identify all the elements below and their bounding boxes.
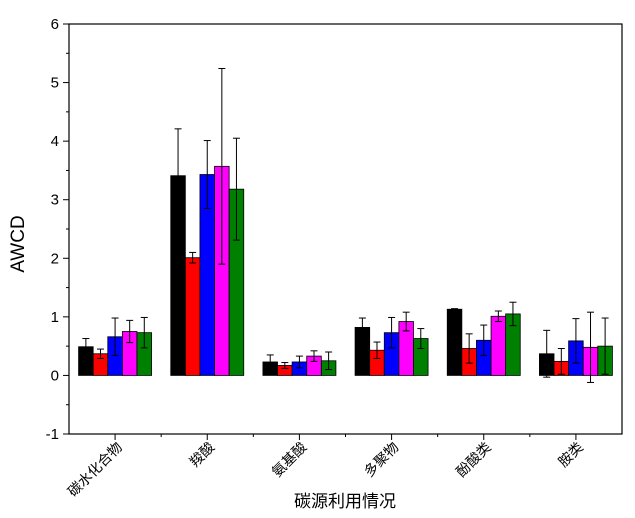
x-axis: 碳水化合物 羧酸 氨基酸 多聚物 酚酸类 胺类 <box>65 434 587 500</box>
y-tick-label: 2 <box>51 250 59 267</box>
y-tick-label: 0 <box>51 367 59 384</box>
x-category-label: 羧酸 <box>187 440 218 471</box>
bars-layer <box>78 165 613 376</box>
y-tick-label: 6 <box>51 16 59 33</box>
error-bars-layer <box>82 68 609 383</box>
y-tick-label: 1 <box>51 309 59 326</box>
x-category-label: 氨基酸 <box>269 439 311 481</box>
y-tick-label: 5 <box>51 75 59 92</box>
x-axis-title: 碳源利用情况 <box>294 492 396 512</box>
y-tick-label: 3 <box>51 192 59 209</box>
x-category-label: 酚酸类 <box>454 440 495 481</box>
y-tick-label: -1 <box>46 426 59 443</box>
bar <box>446 308 463 376</box>
y-axis: -1 0 1 2 3 4 5 6 <box>46 16 69 443</box>
x-category-label: 多聚物 <box>361 439 403 481</box>
bar <box>490 315 507 376</box>
x-category-label: 碳水化合物 <box>65 440 126 501</box>
bar <box>184 257 201 376</box>
y-axis-title: AWCD <box>8 215 29 272</box>
x-category-label: 胺类 <box>556 440 587 471</box>
y-tick-label: 4 <box>51 133 59 150</box>
